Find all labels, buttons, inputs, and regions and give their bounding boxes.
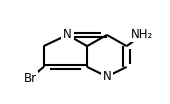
Text: N: N xyxy=(103,70,111,83)
Text: NH₂: NH₂ xyxy=(131,28,154,41)
Text: Br: Br xyxy=(24,72,37,85)
Text: N: N xyxy=(63,28,72,41)
